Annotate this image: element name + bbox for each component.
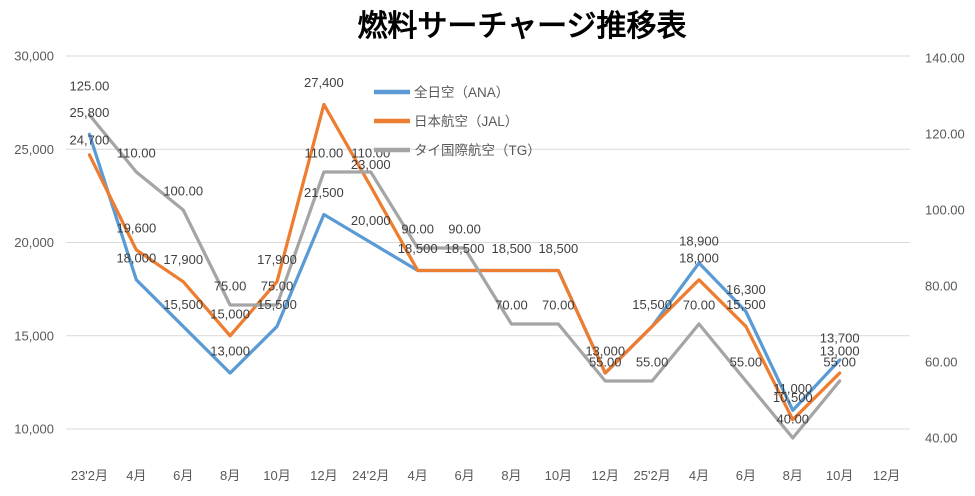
data-label-jal: 19,600 — [116, 220, 156, 235]
data-label-tg: 40.00 — [777, 412, 810, 427]
x-axis-tick: 24'2月 — [352, 468, 389, 483]
right-axis-tick: 60.00 — [925, 355, 958, 370]
data-label-tg: 70.00 — [542, 298, 575, 313]
data-label-jal: 13,000 — [820, 344, 860, 359]
series-lines — [87, 102, 842, 440]
x-axis-tick: 10月 — [263, 468, 290, 483]
right-axis-tick: 120.00 — [925, 127, 965, 142]
x-axis-tick: 8月 — [783, 468, 803, 483]
data-label-ana: 15,500 — [257, 297, 297, 312]
right-axis-tick: 100.00 — [925, 203, 965, 218]
data-label-jal: 18,000 — [679, 250, 719, 265]
series-line-ana — [87, 132, 842, 412]
legend-item-jal: 日本航空（JAL） — [374, 114, 518, 129]
data-label-tg: 55.00 — [730, 355, 763, 370]
series-line-tg — [87, 113, 842, 440]
x-axis-tick: 12月 — [591, 468, 618, 483]
left-axis-tick: 15,000 — [14, 328, 54, 343]
data-label-jal: 27,400 — [304, 75, 344, 90]
data-label-tg: 90.00 — [401, 222, 434, 237]
data-label-jal: 15,500 — [726, 297, 766, 312]
x-axis-tick: 6月 — [173, 468, 193, 483]
data-label-ana: 21,500 — [304, 185, 344, 200]
x-axis-tick: 8月 — [220, 468, 240, 483]
data-label-tg: 55.00 — [636, 355, 669, 370]
data-label-tg: 90.00 — [448, 222, 481, 237]
data-label-tg: 55.00 — [823, 355, 856, 370]
series-line-jal — [87, 102, 842, 422]
chart-title: 燃料サーチャージ推移表 — [357, 10, 686, 43]
data-label-tg: 70.00 — [495, 298, 528, 313]
data-label-jal: 10,500 — [773, 390, 813, 405]
x-axis-tick: 4月 — [408, 468, 428, 483]
right-axis-tick: 80.00 — [925, 279, 958, 294]
data-label-tg: 55.00 — [589, 355, 622, 370]
data-label-jal: 15,000 — [210, 306, 250, 321]
data-label-ana: 18,500 — [445, 241, 485, 256]
data-label-ana: 15,500 — [163, 297, 203, 312]
left-axis-tick: 30,000 — [14, 49, 54, 64]
x-axis-tick: 10月 — [826, 468, 853, 483]
data-label-jal: 17,900 — [163, 252, 203, 267]
left-axis-tick: 20,000 — [14, 235, 54, 250]
data-label-tg: 100.00 — [163, 184, 203, 199]
x-axis-tick: 23'2月 — [71, 468, 108, 483]
data-label-ana: 15,500 — [632, 297, 672, 312]
data-label-tg: 110.00 — [304, 146, 343, 161]
data-label-tg: 110.00 — [117, 146, 156, 161]
right-axis-labels: 140.00 120.00 100.00 80.00 60.00 40.00 — [925, 51, 965, 446]
data-label-ana: 16,300 — [726, 282, 766, 297]
data-label-jal: 17,900 — [257, 252, 297, 267]
legend-item-tg: タイ国際航空（TG） — [374, 143, 541, 158]
data-label-ana: 13,000 — [210, 344, 250, 359]
legend: 全日空（ANA） 日本航空（JAL） タイ国際航空（TG） — [374, 84, 541, 158]
data-label-jal: 24,700 — [70, 132, 110, 147]
data-label-tg: 75.00 — [214, 279, 247, 294]
data-label-tg: 70.00 — [683, 298, 716, 313]
gridlines — [66, 55, 910, 430]
right-axis-tick: 40.00 — [925, 431, 958, 446]
legend-item-ana: 全日空（ANA） — [374, 84, 509, 100]
data-label-ana: 20,000 — [351, 213, 391, 228]
data-label-ana: 11,000 — [773, 381, 812, 396]
data-label-tg: 125.00 — [70, 79, 110, 94]
legend-label-tg: タイ国際航空（TG） — [414, 143, 541, 158]
x-axis-labels: 23'2月 4月 6月 8月 10月 12月 24'2月 4月 6月 8月 10月 12月 25'2月 4… — [71, 468, 900, 483]
x-axis-tick: 6月 — [736, 468, 756, 483]
left-axis-tick: 10,000 — [14, 422, 54, 437]
x-axis-tick: 4月 — [689, 468, 709, 483]
left-axis-labels: 30,000 25,000 20,000 15,000 10,000 — [14, 49, 54, 437]
x-axis-tick: 12月 — [873, 468, 900, 483]
x-axis-tick: 10月 — [545, 468, 572, 483]
data-label-ana: 25,800 — [70, 105, 110, 120]
data-label-jal: 23,000 — [351, 157, 391, 172]
x-axis-tick: 6月 — [454, 468, 474, 483]
data-label-ana: 13,000 — [585, 344, 625, 359]
right-axis-tick: 140.00 — [925, 51, 965, 66]
data-label-tg: 75.00 — [261, 279, 294, 294]
data-label-ana: 18,500 — [538, 241, 578, 256]
x-axis-tick: 4月 — [126, 468, 146, 483]
legend-label-jal: 日本航空（JAL） — [414, 114, 518, 129]
x-axis-tick: 25'2月 — [634, 468, 671, 483]
data-label-ana: 18,500 — [492, 241, 532, 256]
data-label-ana: 18,000 — [116, 250, 156, 265]
data-label-ana: 18,500 — [398, 241, 438, 256]
left-axis-tick: 25,000 — [14, 142, 54, 157]
x-axis-tick: 8月 — [501, 468, 521, 483]
data-labels: 25,800 18,000 15,500 13,000 15,500 21,500 20,0… — [70, 75, 860, 427]
x-axis-tick: 12月 — [310, 468, 337, 483]
data-label-ana: 13,700 — [820, 330, 860, 345]
legend-label-ana: 全日空（ANA） — [414, 84, 509, 100]
data-label-ana: 18,900 — [679, 234, 719, 249]
